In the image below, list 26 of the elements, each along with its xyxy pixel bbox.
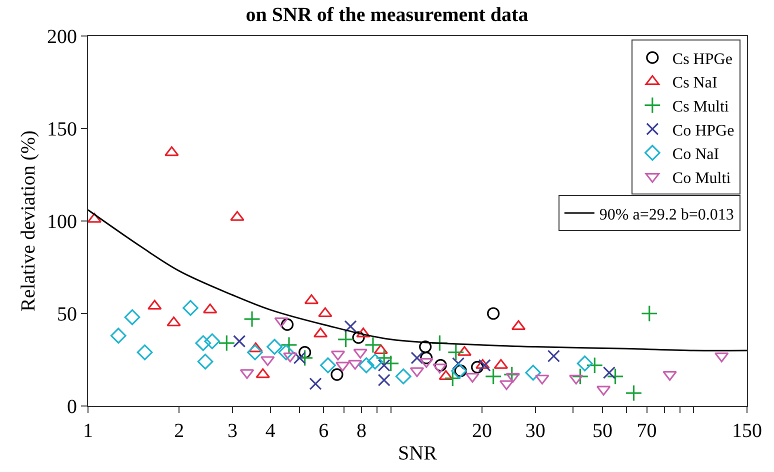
y-tick-label: 100 [47, 211, 77, 233]
legend-label: 90% a=29.2 b=0.013 [599, 206, 734, 224]
x-tick-label: 2 [174, 420, 184, 442]
legend-label: Cs Multi [672, 98, 730, 116]
y-axis-title: Relative deviation (%) [18, 130, 40, 312]
x-tick-label: 50 [592, 420, 613, 442]
x-tick-label: 6 [318, 420, 329, 442]
legend-label: Cs HPGe [672, 50, 732, 68]
x-tick-label: 8 [356, 420, 366, 442]
legend-label: Cs NaI [672, 74, 718, 92]
legend-label: Co Multi [672, 170, 732, 187]
x-tick-label: 3 [227, 420, 238, 442]
legend-label: Co NaI [672, 146, 720, 164]
chart-title: on SNR of the measurement data [246, 4, 528, 26]
x-tick-label: 20 [472, 420, 492, 442]
y-tick-label: 200 [47, 26, 77, 48]
y-tick-label: 150 [47, 118, 77, 140]
x-tick-label: 1 [83, 420, 93, 442]
y-tick-label: 0 [67, 396, 77, 418]
x-tick-label: 70 [636, 420, 657, 442]
legend-label: Co HPGe [672, 122, 734, 140]
y-tick-label: 50 [57, 304, 77, 326]
x-axis-title: SNR [398, 442, 438, 464]
x-tick-label: 30 [525, 420, 546, 442]
x-tick-label: 150 [732, 420, 762, 442]
x-tick-label: 4 [265, 420, 276, 442]
